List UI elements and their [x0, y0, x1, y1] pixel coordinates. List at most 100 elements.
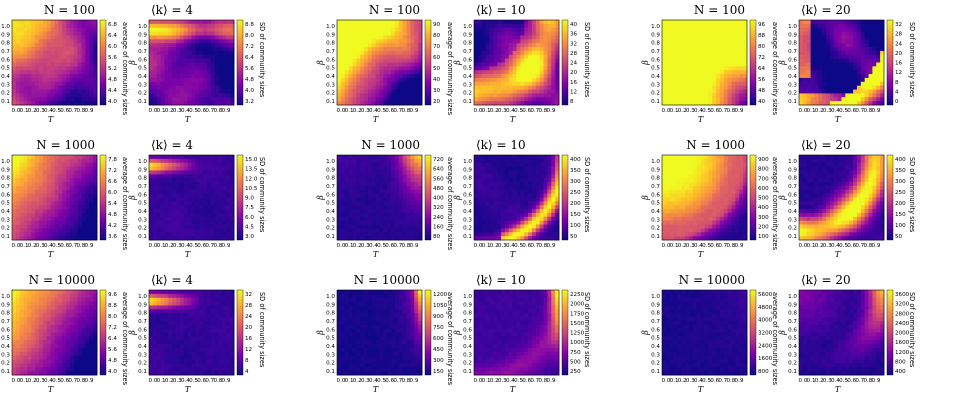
heatmap-cell	[46, 35, 52, 40]
heatmap-cell	[531, 39, 537, 44]
heatmap-cell	[367, 89, 373, 94]
heatmap-cell	[191, 178, 196, 183]
heatmap-cell	[383, 174, 388, 179]
heatmap-cells	[662, 20, 748, 106]
heatmap-cell	[497, 43, 502, 48]
heatmap-cell	[551, 47, 556, 52]
heatmap-cell	[410, 47, 415, 52]
heatmap-cell	[66, 62, 71, 67]
heatmap-cell	[814, 54, 819, 60]
heatmap-cell	[799, 58, 804, 63]
heatmap-cell	[485, 89, 490, 94]
heatmap-cell	[367, 193, 373, 198]
heatmap-cell	[391, 205, 396, 210]
heatmap-cell	[481, 224, 486, 229]
heatmap-cell	[352, 77, 357, 83]
heatmap-cell	[727, 66, 732, 71]
heatmap-cell	[516, 166, 521, 171]
y-tick-label: 0.7	[788, 49, 797, 55]
heatmap-cell	[716, 89, 721, 94]
x-tick-label: 0.4	[831, 108, 840, 114]
heatmap-cell	[849, 31, 854, 36]
heatmap-cell	[183, 23, 189, 29]
heatmap-cell	[520, 193, 525, 198]
heatmap-cell	[183, 209, 189, 214]
heatmap-cell	[535, 66, 541, 71]
heatmap-cell	[477, 70, 483, 75]
heatmap-cell	[818, 58, 823, 63]
heatmap-cell	[810, 31, 815, 36]
heatmap-cell	[685, 31, 690, 36]
heatmap-cell	[218, 174, 223, 179]
heatmap-cell	[50, 228, 55, 233]
heatmap-cell	[547, 54, 552, 60]
heatmap-cell	[731, 39, 736, 44]
heatmap-cell	[501, 77, 506, 83]
heatmap-cell	[497, 185, 502, 191]
heatmap-cell	[383, 170, 388, 175]
colorbar	[99, 154, 107, 241]
heatmap-cell	[712, 81, 717, 87]
heatmap-cell	[689, 97, 694, 102]
heatmap-cell	[176, 166, 181, 171]
heatmap-cell	[818, 35, 823, 40]
heatmap-cell	[62, 158, 67, 164]
heatmap-cell	[19, 31, 24, 36]
heatmap-cell	[54, 197, 59, 202]
heatmap-cell	[23, 77, 28, 83]
heatmap-cell	[818, 81, 823, 87]
heatmap-cell	[841, 50, 846, 56]
heatmap-cell	[868, 54, 873, 60]
heatmap-cell	[383, 201, 388, 206]
heatmap-cell	[876, 93, 881, 98]
colorbar-tick-label: 4.5	[245, 224, 254, 230]
heatmap-cell	[504, 39, 510, 44]
x-tick-label: 0.6	[385, 108, 394, 114]
heatmap-cell	[218, 23, 223, 29]
heatmap-cell	[493, 27, 498, 32]
heatmap-cell	[93, 66, 98, 71]
heatmap-cell	[152, 47, 158, 52]
heatmap-cell	[864, 27, 869, 32]
heatmap-cell	[93, 23, 98, 29]
heatmap-cell	[700, 93, 705, 98]
heatmap-cell	[822, 81, 827, 87]
heatmap-cell	[31, 182, 36, 187]
heatmap-cell	[474, 170, 479, 175]
heatmap-cell	[352, 62, 357, 67]
heatmap-cell	[414, 162, 419, 167]
colorbar-tick-label: 5.2	[108, 66, 117, 72]
heatmap-cell	[876, 23, 881, 29]
heatmap-cell	[226, 170, 231, 175]
heatmap-cell	[42, 166, 48, 171]
x-axis-label: T	[373, 115, 379, 124]
heatmap-cell	[31, 201, 36, 206]
heatmap-cell	[81, 81, 86, 87]
heatmap-cell	[406, 236, 411, 241]
heatmap-cell	[802, 77, 808, 83]
heatmap-cell	[39, 81, 44, 87]
heatmap-cell	[195, 162, 200, 167]
heatmap-cell	[700, 81, 705, 87]
heatmap-cell	[203, 62, 208, 67]
heatmap-cell	[371, 89, 377, 94]
heatmap-cell	[203, 209, 208, 214]
heatmap-cell	[149, 70, 154, 75]
heatmap-cell	[152, 74, 158, 79]
heatmap-cell	[485, 70, 490, 75]
heatmap-cell	[673, 62, 678, 67]
heatmap-cell	[226, 189, 231, 195]
heatmap-cell	[841, 74, 846, 79]
heatmap-cell	[822, 39, 827, 44]
heatmap-cell	[210, 224, 216, 229]
heatmap-cell	[673, 47, 678, 52]
heatmap-cell	[387, 81, 392, 87]
heatmap-cell	[172, 209, 177, 214]
heatmap-cell	[512, 54, 517, 60]
heatmap-cell	[739, 62, 744, 67]
heatmap-cell	[19, 174, 24, 179]
heatmap-cell	[485, 166, 490, 171]
heatmap-cell	[864, 47, 869, 52]
heatmap-cell	[344, 77, 349, 83]
heatmap-cell	[19, 50, 24, 56]
